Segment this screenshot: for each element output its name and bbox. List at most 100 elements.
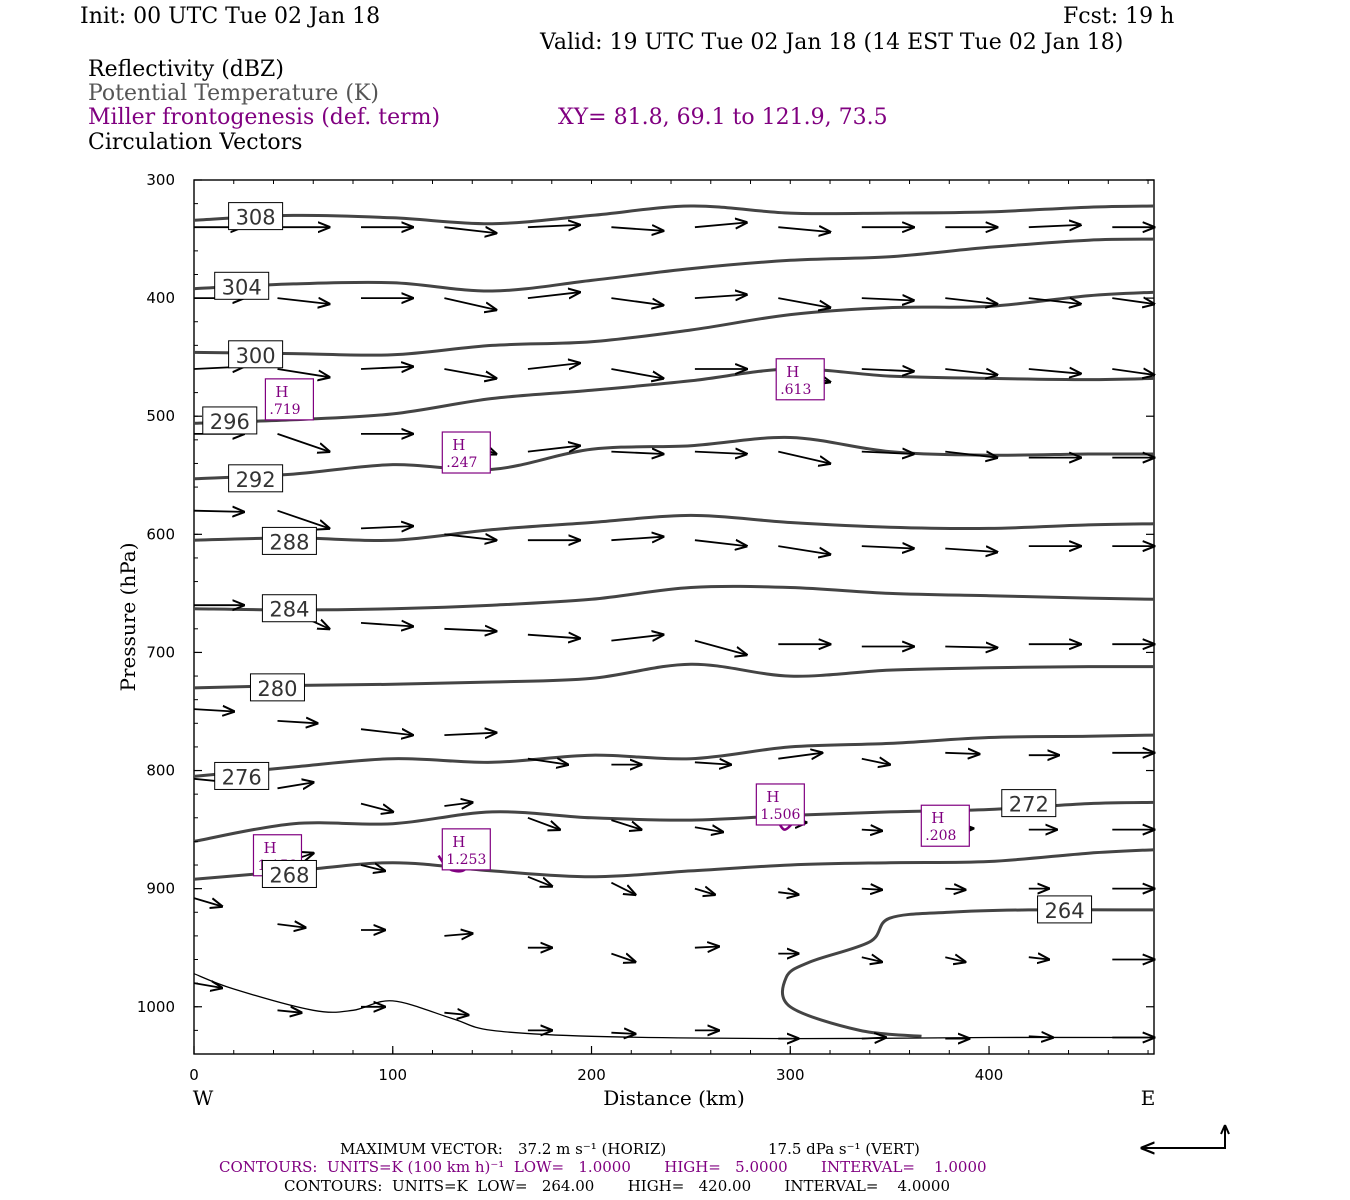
thin-contour-line: [193, 973, 1155, 1040]
max-vector-vert: 17.5 dPa s⁻¹ (VERT): [768, 1140, 920, 1158]
circulation-vector: [444, 934, 472, 936]
circulation-vector: [778, 545, 830, 554]
circulation-vector: [861, 369, 914, 371]
circulation-vector: [778, 227, 830, 232]
circulation-vector: [277, 924, 306, 928]
max-vector-horiz: 37.2 m s⁻¹ (HORIZ): [518, 1140, 667, 1158]
frontogenesis-max-box: [755, 783, 805, 826]
circulation-vector: [778, 450, 830, 464]
isentrope-label: 288: [269, 530, 309, 554]
legend-theta: Potential Temperature (K): [88, 81, 379, 106]
legend-miller: Miller frontogenesis (def. term): [88, 105, 441, 130]
reference-vector-arrow: [1142, 1124, 1230, 1148]
circulation-vector: [527, 446, 580, 452]
circulation-vector: [193, 897, 222, 906]
isentrope-label-box: [261, 594, 317, 623]
circulation-vector: [945, 298, 997, 304]
frontogenesis-max-letter: H: [263, 839, 276, 857]
y-tick-label: 400: [146, 289, 175, 307]
circulation-vector: [861, 830, 882, 831]
circulation-vector: [945, 369, 997, 375]
isentrope-label-box: [228, 340, 284, 369]
isentrope-304: [193, 237, 1155, 293]
circulation-vector: [444, 629, 496, 631]
circulation-vector: [1028, 957, 1049, 959]
y-axis-title: Pressure (hPa): [116, 543, 140, 692]
x-axis-title: Distance (km): [603, 1086, 745, 1110]
init-time: Init: 00 UTC Tue 02 Jan 18: [80, 4, 381, 29]
circulation-vector: [444, 368, 496, 378]
circulation-vector: [611, 954, 635, 962]
circulation-vector: [778, 892, 798, 894]
circulation-vector: [444, 534, 496, 540]
frontogenesis-max-value: .613: [780, 382, 811, 398]
isentrope-label-box: [1001, 789, 1057, 818]
isentrope-label: 272: [1009, 793, 1049, 817]
isentrope-label: 268: [269, 863, 309, 887]
forecast-hour: Fcst: 19 h: [1063, 4, 1175, 29]
circulation-vector: [527, 635, 580, 639]
isentrope-label: 308: [236, 206, 276, 230]
circulation-vector: [1028, 298, 1081, 304]
circulation-vector: [527, 292, 580, 298]
circulation-vector: [861, 1038, 886, 1039]
isentrope-276: [193, 733, 1155, 778]
legend-vectors: Circulation Vectors: [88, 130, 303, 155]
isentrope-label-box: [249, 673, 305, 702]
isentrope-280: [193, 662, 1155, 690]
frontogenesis-max-marker: H.719: [264, 378, 315, 421]
circulation-vector: [694, 452, 747, 454]
circulation-vector: [945, 549, 997, 553]
circulation-vector: [1112, 298, 1154, 304]
circulation-vector: [778, 753, 822, 759]
circulation-vector: [694, 540, 747, 546]
isentrope-label-box: [228, 202, 284, 231]
isentrope-label: 292: [236, 468, 276, 492]
circulation-vector: [1028, 225, 1081, 227]
y-tick-label: 300: [146, 171, 175, 189]
circulation-vector: [277, 298, 330, 304]
frontogenesis-max-letter: H: [931, 809, 944, 827]
frontogenesis-max-box: [441, 828, 491, 871]
x-end-label-west: W: [193, 1086, 214, 1110]
circulation-vector: [611, 368, 663, 378]
circulation-vector: [861, 759, 890, 765]
contours-frontogenesis: CONTOURS: UNITS=K (100 km h)⁻¹ LOW= 1.00…: [219, 1158, 987, 1176]
circulation-vector: [360, 865, 385, 871]
circulation-vector: [1112, 369, 1154, 375]
frontogenesis-max-value: 1.253: [446, 852, 486, 868]
circulation-vector: [360, 623, 413, 627]
frontogenesis-max-box: [775, 358, 825, 401]
frontogenesis-max-marker: H1.253: [441, 828, 491, 871]
y-tick-label: 900: [146, 880, 175, 898]
circulation-vector: [861, 546, 914, 548]
circulation-vector: [611, 297, 663, 305]
circulation-vector: [611, 227, 663, 231]
frontogenesis-max-marker: H1.506: [755, 783, 805, 826]
circulation-vector: [444, 802, 472, 806]
legend-xy: XY= 81.8, 69.1 to 121.9, 73.5: [558, 105, 888, 130]
frontogenesis-max-letter: H: [786, 363, 799, 381]
circulation-vector: [527, 759, 568, 765]
frontogenesis-max-marker: H.613: [775, 358, 825, 401]
frontogenesis-max-letter: H: [452, 833, 465, 851]
circulation-vector: [360, 729, 413, 735]
frontogenesis-max-letter: H: [275, 383, 288, 401]
circulation-vector: [193, 511, 244, 512]
circulation-vector: [527, 363, 580, 369]
x-end-label-east: E: [1141, 1086, 1156, 1110]
circulation-vector: [444, 1013, 468, 1015]
x-tick-label: 100: [378, 1066, 407, 1084]
isentrope-288: [193, 513, 1155, 542]
isentrope-label-box: [214, 761, 270, 790]
circulation-vector: [444, 733, 496, 735]
circulation-vector: [778, 297, 830, 308]
circulation-vector: [444, 297, 496, 310]
frontogenesis-max-value: .719: [269, 402, 300, 418]
isentrope-284: [193, 584, 1155, 612]
isentrope-label: 264: [1045, 899, 1085, 923]
frontogenesis-max-value: .247: [446, 455, 477, 471]
isentrope-label: 284: [269, 598, 309, 622]
isentrope-296: [193, 367, 1155, 425]
